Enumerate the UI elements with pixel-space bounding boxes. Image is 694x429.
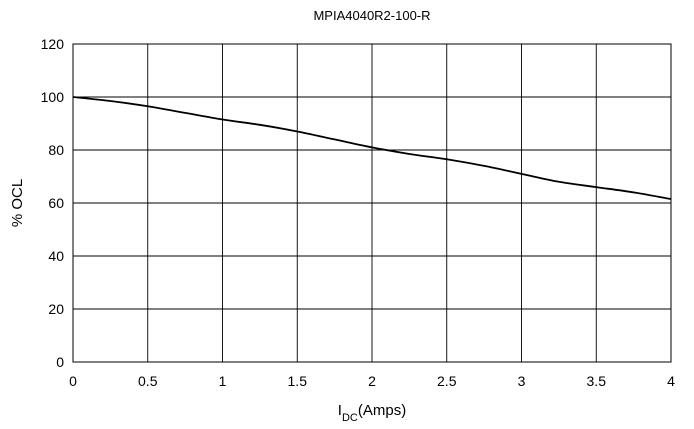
ocl-series-line	[72, 96, 672, 200]
x-axis-title-suffix: (Amps)	[358, 402, 406, 419]
y-tick-label: 40	[48, 248, 64, 264]
x-tick-label: 3	[518, 373, 526, 389]
y-axis-title: % OCL	[9, 179, 26, 227]
x-tick-label: 2	[368, 373, 376, 389]
y-tick-label: 0	[56, 354, 64, 370]
x-tick-label: 4	[667, 373, 675, 389]
x-tick-label: 0.5	[138, 373, 158, 389]
y-tick-label: 100	[41, 89, 65, 105]
x-axis-title-subscript: DC	[342, 412, 358, 424]
x-tick-label: 2.5	[437, 373, 457, 389]
x-axis-title: IDC(Amps)	[338, 402, 406, 424]
x-tick-label: 1	[219, 373, 227, 389]
x-tick-label: 0	[69, 373, 77, 389]
y-tick-label: 20	[48, 301, 64, 317]
x-axis-title-main: I	[338, 402, 342, 419]
x-tick-label: 1.5	[288, 373, 308, 389]
chart-title: MPIA4040R2-100-R	[313, 8, 430, 23]
grid-lines	[73, 44, 671, 362]
series-layer	[72, 96, 672, 200]
plot-frame	[72, 43, 672, 363]
x-tick-label: 3.5	[587, 373, 607, 389]
y-tick-label: 120	[41, 36, 65, 52]
y-tick-label: 60	[48, 195, 64, 211]
y-tick-label: 80	[48, 142, 64, 158]
